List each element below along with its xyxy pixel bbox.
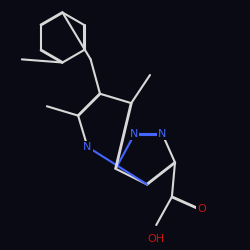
Text: N: N bbox=[130, 130, 138, 140]
Text: OH: OH bbox=[148, 234, 165, 244]
Text: N: N bbox=[158, 130, 167, 140]
Text: O: O bbox=[197, 204, 206, 214]
Text: N: N bbox=[83, 142, 92, 152]
